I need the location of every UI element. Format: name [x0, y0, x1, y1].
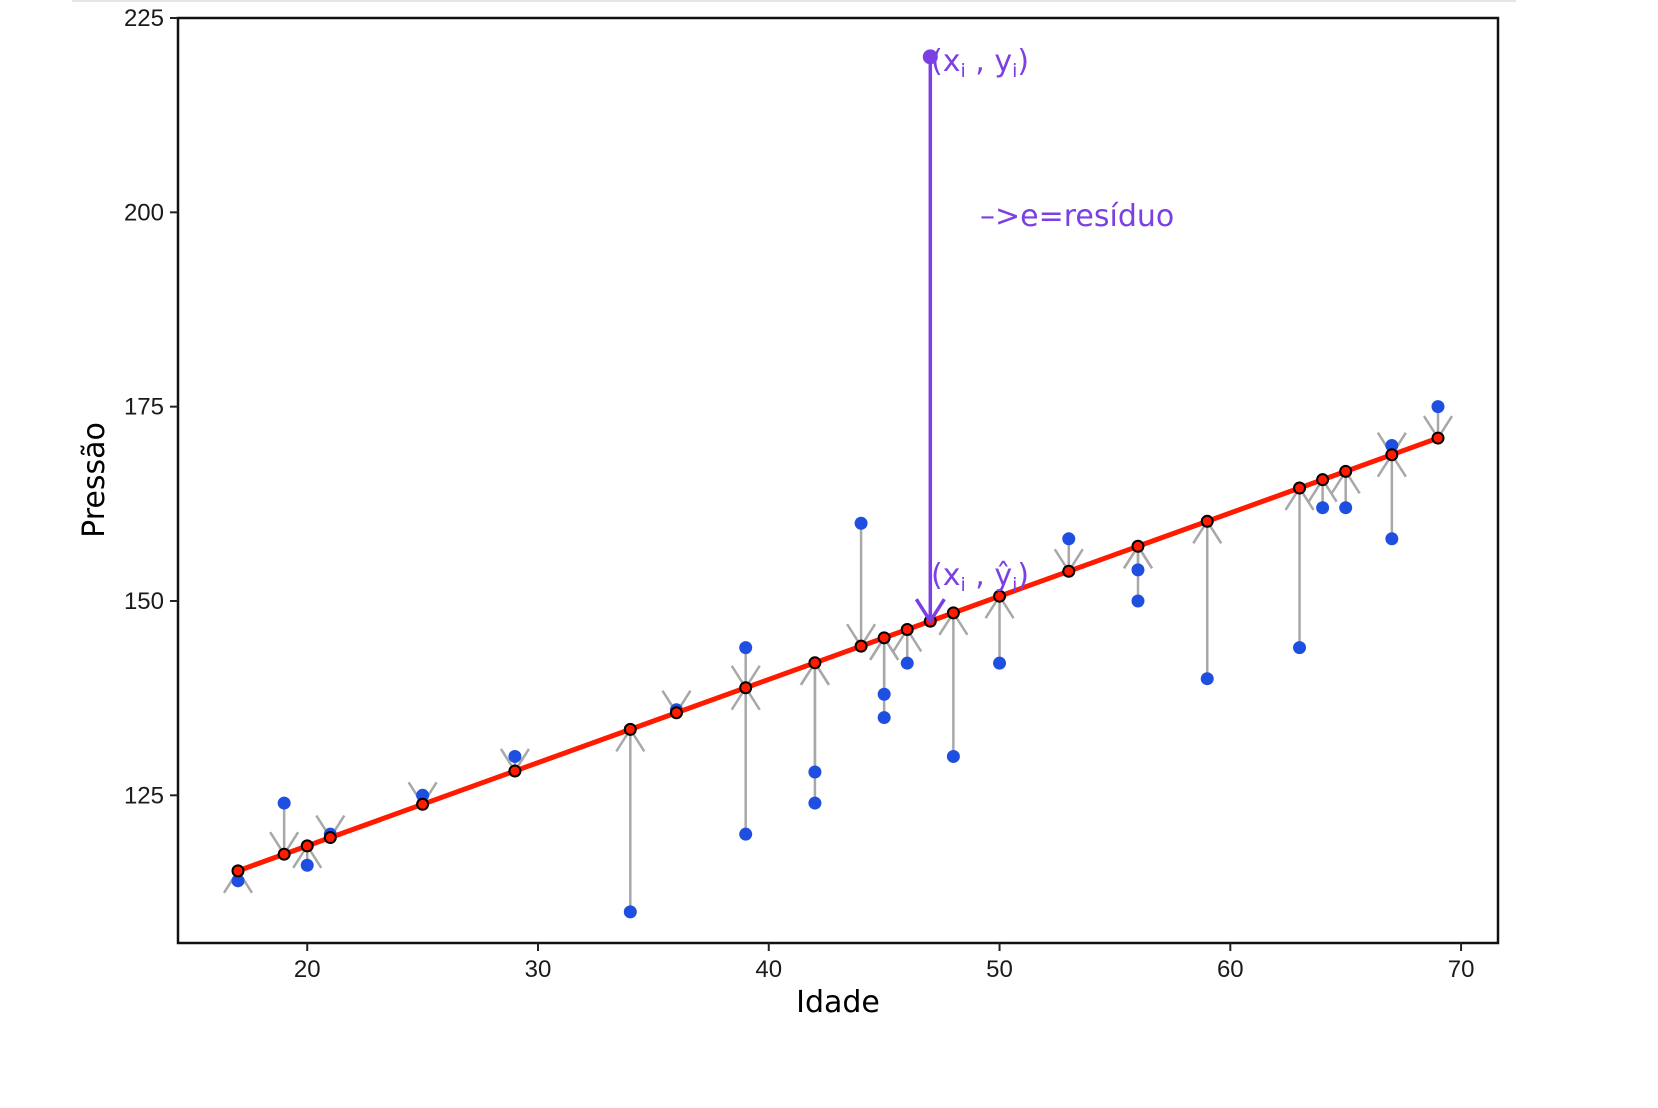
fitted-point	[323, 831, 337, 845]
observed-point	[416, 788, 430, 802]
observed-point	[854, 516, 868, 530]
x-axis-title: Idade	[796, 985, 880, 1020]
observed-label-main: (x	[931, 44, 960, 79]
observed-label-sub2: i	[1012, 60, 1017, 82]
y-tick-label: 150	[124, 588, 164, 615]
observed-point-label: (xi , yi)	[931, 44, 1029, 82]
observed-point	[1062, 532, 1076, 546]
observed-point	[1385, 439, 1399, 453]
fitted-label-mid: , ŷ	[966, 558, 1012, 593]
fitted-label-main: (x	[931, 558, 960, 593]
residual-arrowhead	[914, 598, 946, 625]
observed-point	[993, 656, 1007, 670]
fitted-label-sub: i	[960, 574, 965, 596]
fitted-point	[231, 864, 245, 878]
fitted-point	[854, 639, 868, 653]
fitted-point	[669, 706, 683, 720]
fitted-label-sub2: i	[1012, 574, 1017, 596]
fitted-point	[300, 839, 314, 853]
fitted-point	[1339, 464, 1353, 478]
fitted-points	[231, 431, 1445, 878]
fitted-point	[1062, 564, 1076, 578]
regression-line	[237, 435, 1439, 874]
fitted-point	[900, 622, 914, 636]
y-axis-title: Pressão	[77, 422, 112, 538]
highlighted-residual	[914, 56, 946, 625]
y-tick-label: 225	[124, 5, 164, 32]
observed-point	[877, 687, 891, 701]
observed-point	[1200, 672, 1214, 686]
observed-point	[1339, 501, 1353, 515]
observed-point	[946, 749, 960, 763]
observed-point	[300, 858, 314, 872]
x-tick-label: 40	[755, 956, 782, 983]
fitted-point	[1431, 431, 1445, 445]
residual-label: –>e=resíduo	[980, 199, 1174, 234]
observed-label-mid: , y	[966, 44, 1012, 79]
plot-panel	[176, 16, 1500, 945]
fitted-point	[1293, 481, 1307, 495]
x-tick-label: 20	[294, 956, 321, 983]
observed-point	[508, 749, 522, 763]
fitted-point	[1316, 473, 1330, 487]
y-axis: 125 150 175 200 225	[124, 5, 178, 809]
fitted-point	[1200, 514, 1214, 528]
fitted-point	[808, 656, 822, 670]
regression-line-group	[237, 435, 1439, 874]
y-tick-label: 200	[124, 199, 164, 226]
x-axis: 20 30 40 50 60 70	[294, 943, 1475, 983]
fitted-point	[993, 589, 1007, 603]
fitted-point-label: (xi , ŷi)	[931, 558, 1029, 596]
x-tick-label: 70	[1448, 956, 1475, 983]
observed-point	[739, 641, 753, 655]
observed-point	[1131, 563, 1145, 577]
observed-label-end: )	[1017, 44, 1029, 79]
fitted-point	[739, 681, 753, 695]
y-tick-label: 125	[124, 782, 164, 809]
fitted-point	[1385, 448, 1399, 462]
observed-point	[623, 905, 637, 919]
observed-point	[1293, 641, 1307, 655]
fitted-point	[877, 631, 891, 645]
fitted-point	[623, 722, 637, 736]
fitted-point	[416, 797, 430, 811]
observed-point	[1131, 594, 1145, 608]
fitted-point	[508, 764, 522, 778]
fitted-point	[277, 847, 291, 861]
observed-label-sub: i	[960, 60, 965, 82]
fitted-point	[1131, 539, 1145, 553]
observed-points	[231, 49, 1445, 919]
observed-point	[739, 827, 753, 841]
observed-point	[231, 874, 245, 888]
observed-point	[808, 796, 822, 810]
y-tick-label: 175	[124, 394, 164, 421]
fitted-label-end: )	[1017, 558, 1029, 593]
fitted-point	[946, 606, 960, 620]
x-tick-label: 50	[986, 956, 1013, 983]
observed-point	[877, 711, 891, 725]
x-tick-label: 60	[1217, 956, 1244, 983]
observed-point	[1316, 501, 1330, 515]
observed-point	[1385, 532, 1399, 546]
observed-point	[277, 796, 291, 810]
observed-point	[900, 656, 914, 670]
observed-point	[808, 765, 822, 779]
observed-point	[1431, 400, 1445, 414]
x-tick-label: 30	[525, 956, 552, 983]
